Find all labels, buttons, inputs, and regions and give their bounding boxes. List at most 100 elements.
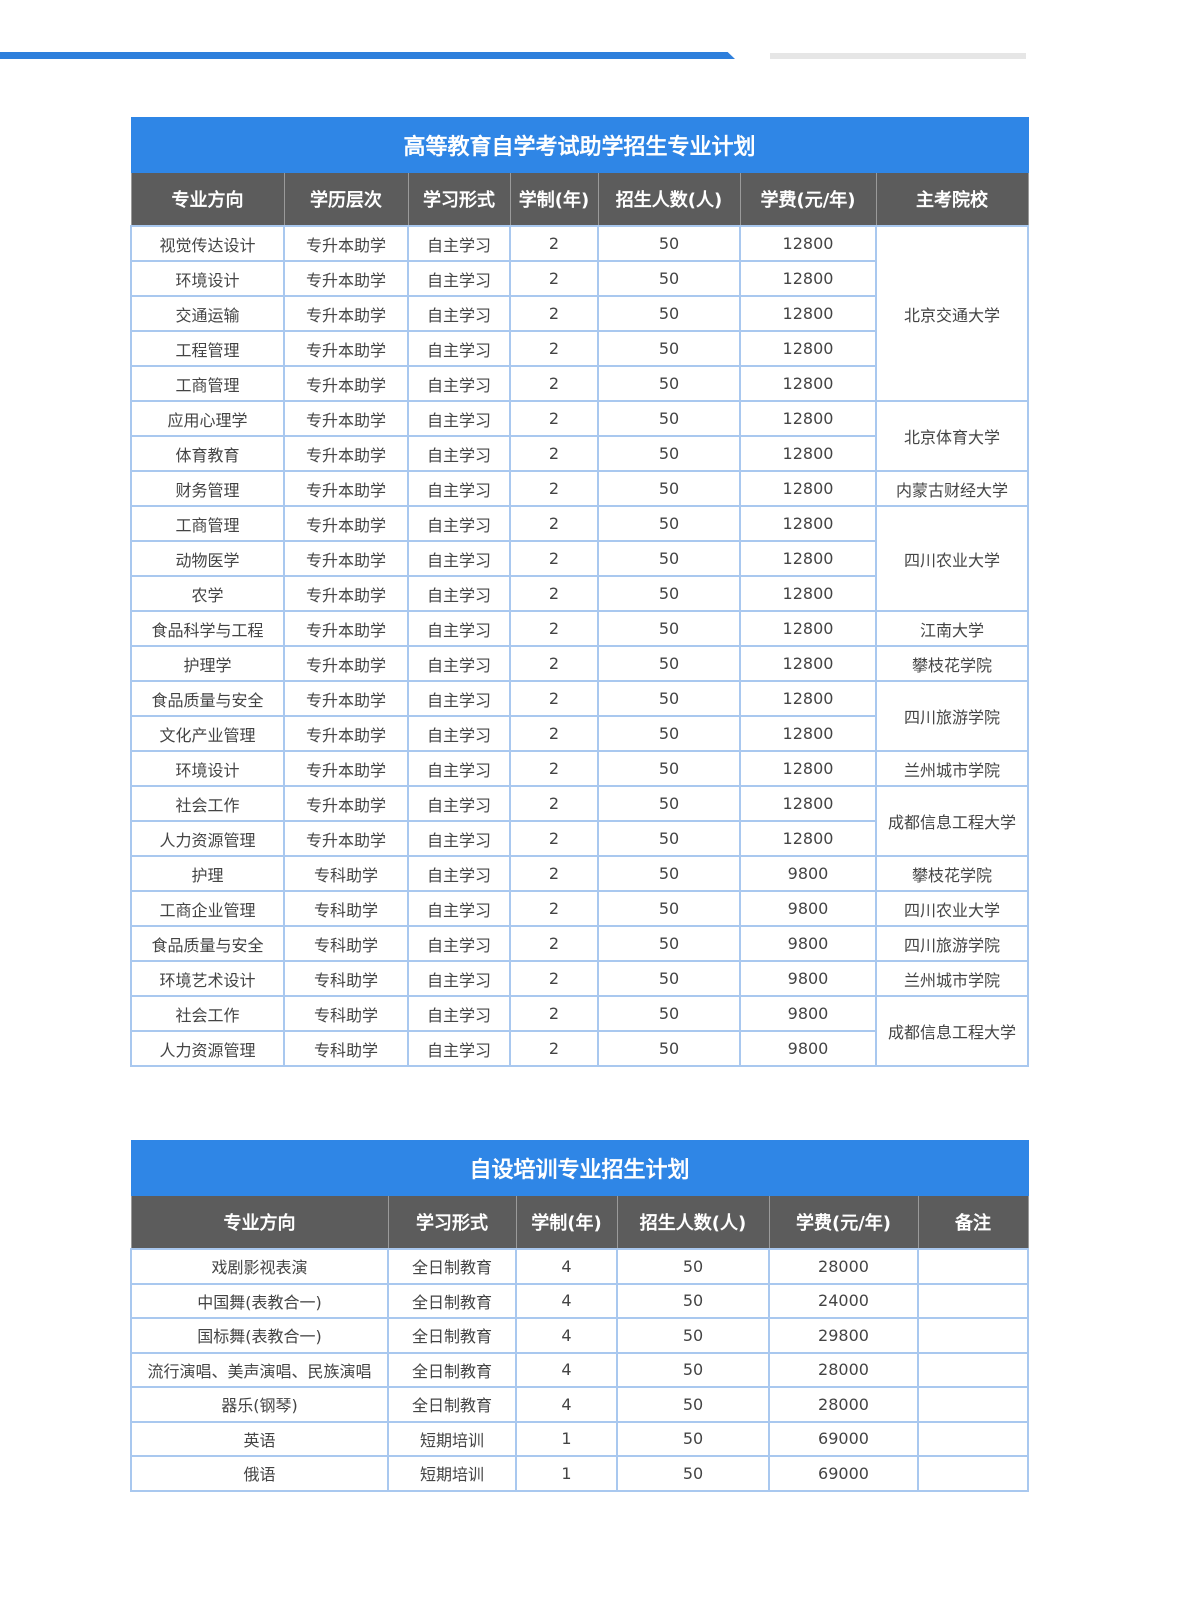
table-cell: 2 — [509, 820, 599, 857]
school-cell: 北京交通大学 — [874, 225, 1030, 402]
table-cell: 50 — [597, 540, 741, 577]
table-cell: 专升本助学 — [283, 645, 409, 682]
table-cell: 护理 — [130, 855, 285, 892]
table-cell: 69000 — [768, 1420, 919, 1457]
table-row: 俄语 短期培训 1 50 69000 — [130, 1455, 1030, 1492]
table-cell: 视觉传达设计 — [130, 225, 285, 262]
table-row: 食品质量与安全 专科助学 自主学习 2 50 9800 四川旅游学院 — [130, 925, 1030, 962]
table-cell: 12800 — [739, 750, 877, 787]
school-cell: 北京体育大学 — [874, 400, 1030, 472]
table-cell: 2 — [509, 925, 599, 962]
column-header: 学费(元/年) — [739, 172, 877, 227]
table-cell: 专升本助学 — [283, 400, 409, 437]
table-cell: 4 — [515, 1386, 618, 1423]
table-cell: 50 — [597, 505, 741, 542]
table-cell: 50 — [597, 680, 741, 717]
table-cell — [916, 1248, 1030, 1285]
table-cell: 文化产业管理 — [130, 715, 285, 752]
school-cell: 内蒙古财经大学 — [874, 470, 1030, 507]
table-cell: 29800 — [768, 1317, 919, 1354]
column-header: 学历层次 — [283, 172, 409, 227]
column-header: 招生人数(人) — [597, 172, 741, 227]
table-cell: 50 — [597, 435, 741, 472]
table-cell: 专升本助学 — [283, 750, 409, 787]
table-cell: 专升本助学 — [283, 505, 409, 542]
table-cell: 24000 — [768, 1282, 919, 1319]
table-row: 环境设计 专升本助学 自主学习 2 50 12800 兰州城市学院 — [130, 750, 1030, 787]
table-cell: 食品质量与安全 — [130, 925, 285, 962]
table-cell: 2 — [509, 400, 599, 437]
table-cell: 自主学习 — [407, 470, 511, 507]
table-cell: 50 — [597, 295, 741, 332]
table-row: 工商管理 专升本助学 自主学习 2 50 12800 四川农业大学 — [130, 505, 1030, 612]
table-cell: 全日制教育 — [387, 1317, 517, 1354]
table-cell: 人力资源管理 — [130, 820, 285, 857]
table-cell: 50 — [616, 1282, 770, 1319]
table-cell: 12800 — [739, 225, 877, 262]
table-cell: 专科助学 — [283, 855, 409, 892]
table-cell: 专升本助学 — [283, 610, 409, 647]
table-cell: 12800 — [739, 610, 877, 647]
table-cell: 9800 — [739, 855, 877, 892]
table-cell: 50 — [597, 820, 741, 857]
self-study-plan-table: 高等教育自学考试助学招生专业计划 专业方向 学历层次 学习形式 学制(年) 招生人数(人)… — [130, 117, 1030, 1067]
table-cell: 28000 — [768, 1248, 919, 1285]
progress-bar-active — [0, 52, 735, 59]
table-cell: 50 — [597, 995, 741, 1032]
table-cell: 应用心理学 — [130, 400, 285, 437]
table-cell: 9800 — [739, 1030, 877, 1067]
table-cell: 50 — [616, 1317, 770, 1354]
table-cell: 50 — [597, 610, 741, 647]
table-cell: 2 — [509, 715, 599, 752]
table-cell: 环境艺术设计 — [130, 960, 285, 997]
table-cell: 专升本助学 — [283, 330, 409, 367]
school-cell: 江南大学 — [874, 610, 1030, 647]
table-cell — [916, 1351, 1030, 1388]
table-cell: 自主学习 — [407, 960, 511, 997]
column-header: 学制(年) — [509, 172, 599, 227]
table-cell: 体育教育 — [130, 435, 285, 472]
table-cell: 专升本助学 — [283, 470, 409, 507]
table-cell: 2 — [509, 505, 599, 542]
table-cell: 护理学 — [130, 645, 285, 682]
table-cell: 人力资源管理 — [130, 1030, 285, 1067]
table-cell: 2 — [509, 365, 599, 402]
table-cell: 自主学习 — [407, 610, 511, 647]
table-cell: 社会工作 — [130, 995, 285, 1032]
table-title: 高等教育自学考试助学招生专业计划 — [130, 117, 1029, 173]
school-cell: 攀枝花学院 — [874, 645, 1030, 682]
table-cell: 专科助学 — [283, 995, 409, 1032]
table-cell: 全日制教育 — [387, 1386, 517, 1423]
table-cell: 工商管理 — [130, 365, 285, 402]
table-cell: 50 — [597, 645, 741, 682]
table-cell: 50 — [616, 1455, 770, 1492]
table-cell: 流行演唱、美声演唱、民族演唱 — [130, 1351, 389, 1388]
table-cell: 俄语 — [130, 1455, 389, 1492]
table-cell: 50 — [597, 470, 741, 507]
table-cell: 2 — [509, 575, 599, 612]
school-cell: 攀枝花学院 — [874, 855, 1030, 892]
column-header: 专业方向 — [130, 172, 285, 227]
table-cell: 专科助学 — [283, 890, 409, 927]
table-cell: 自主学习 — [407, 400, 511, 437]
table-cell: 专升本助学 — [283, 785, 409, 822]
table-cell: 1 — [515, 1455, 618, 1492]
table-cell: 69000 — [768, 1455, 919, 1492]
table-cell: 自主学习 — [407, 365, 511, 402]
table-cell: 2 — [509, 435, 599, 472]
table-cell: 50 — [597, 225, 741, 262]
table-cell: 短期培训 — [387, 1455, 517, 1492]
table-cell — [916, 1420, 1030, 1457]
table-cell: 自主学习 — [407, 715, 511, 752]
table-cell: 动物医学 — [130, 540, 285, 577]
table-row: 动物医学 专升本助学 自主学习 2 50 12800 — [130, 540, 1028, 577]
table-cell: 9800 — [739, 995, 877, 1032]
table-cell: 50 — [597, 925, 741, 962]
table-cell: 2 — [509, 610, 599, 647]
table-cell: 自主学习 — [407, 820, 511, 857]
table-row: 中国舞(表教合一) 全日制教育 4 50 24000 — [130, 1282, 1030, 1319]
table-cell: 工程管理 — [130, 330, 285, 367]
column-header: 备注 — [917, 1195, 1029, 1250]
table-row: 食品科学与工程 专升本助学 自主学习 2 50 12800 江南大学 — [130, 610, 1030, 647]
table-cell: 50 — [597, 365, 741, 402]
